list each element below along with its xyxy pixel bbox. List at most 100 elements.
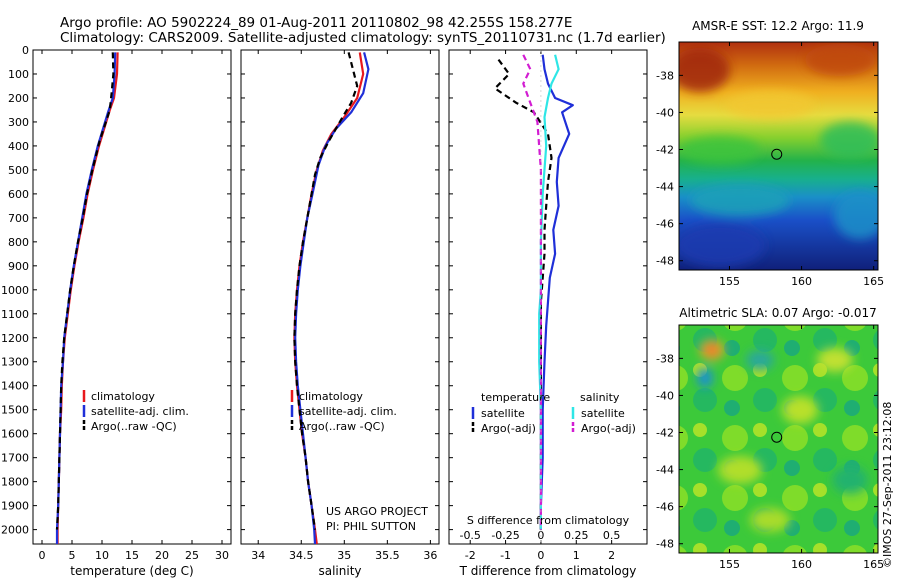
sla-map-title: Altimetric SLA: 0.07 Argo: -0.017 — [679, 306, 876, 320]
altimetric-sla-map-lat-label: -48 — [656, 538, 674, 551]
depth-tick-label: 600 — [8, 188, 29, 201]
amsre-sst-map-lon-label: 160 — [791, 275, 812, 288]
temperature-profile-series-2 — [55, 52, 115, 530]
depth-tick-label: 1300 — [1, 356, 29, 369]
temperature-profile-xtick-label: 20 — [155, 549, 169, 562]
amsre-sst-map-lat-label: -40 — [656, 106, 674, 119]
altimetric-sla-map-lon-label: 165 — [863, 558, 884, 571]
sst-map-image — [679, 42, 878, 270]
project-annotation: US ARGO PROJECT — [326, 505, 428, 518]
salinity-profile-xtick-label: 36 — [423, 549, 437, 562]
depth-tick-label: 1800 — [1, 476, 29, 489]
sla-map-image — [679, 325, 878, 553]
depth-tick-label: 800 — [8, 236, 29, 249]
altimetric-sla-map-lon-label: 155 — [719, 558, 740, 571]
temperature-profile-legend-label: climatology — [91, 390, 155, 403]
altimetric-sla-map-argo-marker — [771, 431, 783, 443]
amsre-sst-map-lat-label: -42 — [656, 144, 674, 157]
diff-secondary-tick-label: 0.25 — [564, 529, 589, 542]
pi-annotation: PI: PHIL SUTTON — [326, 520, 416, 533]
sla-map-frame — [678, 324, 879, 554]
salinity-profile-xtick-label: 35.5 — [375, 549, 400, 562]
altimetric-sla-map-lat-label: -44 — [656, 464, 674, 477]
salinity-profile-series-1 — [294, 52, 370, 545]
depth-tick-label: 1200 — [1, 332, 29, 345]
sst-map-title: AMSR-E SST: 12.2 Argo: 11.9 — [692, 19, 864, 33]
salinity-profile-xtick-label: 34.5 — [289, 549, 314, 562]
temperature-profile-xtick-label: 30 — [215, 549, 229, 562]
temperature-profile-xlabel: temperature (deg C) — [70, 564, 193, 578]
diff-legend-sal-title: salinity — [580, 391, 620, 404]
amsre-sst-map-lat-label: -46 — [656, 218, 674, 231]
difference-profile-series-3 — [522, 54, 542, 530]
depth-tick-label: 1600 — [1, 428, 29, 441]
depth-tick-label: 2000 — [1, 524, 29, 537]
diff-secondary-xlabel: S difference from climatology — [467, 514, 630, 527]
salinity-profile-xtick-label: 34 — [251, 549, 265, 562]
amsre-sst-map-lon-label: 155 — [719, 275, 740, 288]
salinity-profile-xtick-label: 35 — [337, 549, 351, 562]
depth-tick-label: 1900 — [1, 500, 29, 513]
difference-profile-xtick-label: 0 — [537, 549, 544, 562]
depth-tick-label: 100 — [8, 68, 29, 81]
amsre-sst-map-argo-marker — [771, 148, 783, 160]
depth-tick-label: 1100 — [1, 308, 29, 321]
salinity-profile-frame — [240, 49, 440, 545]
sla-map-panel: Altimetric SLA: 0.07 Argo: -0.017 155 160… — [656, 306, 884, 571]
diff-legend-sal-label: satellite — [581, 407, 625, 420]
depth-tick-label: 500 — [8, 164, 29, 177]
difference-profile-series-0 — [539, 54, 574, 530]
depth-tick-label: 0 — [22, 44, 29, 57]
salinity-profile-series-2 — [293, 52, 359, 530]
depth-tick-label: 1700 — [1, 452, 29, 465]
diff-secondary-tick-label: -0.25 — [491, 529, 519, 542]
salinity-profile-legend-label: satellite-adj. clim. — [299, 405, 397, 418]
difference-profile-xtick-label: 1 — [573, 549, 580, 562]
altimetric-sla-map-lat-label: -38 — [656, 352, 674, 365]
salinity-panel: 34 34.5 35 35.5 36 salinity climatology satelli… — [240, 49, 440, 578]
depth-tick-label: 300 — [8, 116, 29, 129]
diff-secondary-tick-label: -0.5 — [459, 529, 480, 542]
temperature-profile-legend-label: Argo(..raw -QC) — [91, 420, 177, 433]
amsre-sst-map-lat-label: -44 — [656, 181, 674, 194]
temperature-profile-xtick-label: 15 — [125, 549, 139, 562]
salinity-profile-legend-label: climatology — [299, 390, 363, 403]
depth-tick-label: 400 — [8, 140, 29, 153]
depth-tick-label: 1400 — [1, 380, 29, 393]
figure-title-line1: Argo profile: AO 5902224_89 01-Aug-2011 … — [60, 15, 572, 31]
altimetric-sla-map-lat-label: -42 — [656, 427, 674, 440]
temperature-profile-xtick-label: 0 — [39, 549, 46, 562]
sst-map-frame — [678, 41, 879, 271]
amsre-sst-map-lat-label: -48 — [656, 255, 674, 268]
difference-profile-xtick-label: 2 — [608, 549, 615, 562]
depth-tick-label: 900 — [8, 260, 29, 273]
temperature-panel: 0 5 10 15 20 25 30 temperature (deg C) 0 100 200 30… — [1, 44, 232, 578]
difference-profile-xtick-label: -1 — [500, 549, 511, 562]
diff-legend-temp-label: satellite — [481, 407, 525, 420]
amsre-sst-map-lat-label: -38 — [656, 69, 674, 82]
altimetric-sla-map-lat-label: -46 — [656, 501, 674, 514]
temperature-profile-legend-label: satellite-adj. clim. — [91, 405, 189, 418]
figure-title-line2: Climatology: CARS2009. Satellite-adjuste… — [60, 30, 666, 46]
credit-text: ©IMOS 27-Sep-2011 23:12:08 — [881, 402, 894, 568]
altimetric-sla-map-lon-label: 160 — [791, 558, 812, 571]
temperature-profile-xtick-label: 25 — [185, 549, 199, 562]
salinity-profile-legend-label: Argo(..raw -QC) — [299, 420, 385, 433]
temperature-profile-xtick-label: 10 — [95, 549, 109, 562]
difference-panel: -2 -1 0 1 2 T difference from climatology temp… — [448, 49, 648, 578]
amsre-sst-map-lon-label: 165 — [863, 275, 884, 288]
diff-secondary-tick-label: 0.5 — [603, 529, 621, 542]
sst-map-panel: AMSR-E SST: 12.2 Argo: 11.9 155 160 165 -38… — [656, 19, 884, 288]
depth-tick-label: 1500 — [1, 404, 29, 417]
salinity-profile-xlabel: salinity — [318, 564, 361, 578]
depth-tick-label: 200 — [8, 92, 29, 105]
difference-profile-xlabel: T difference from climatology — [459, 564, 637, 578]
diff-legend-sal-label: Argo(-adj) — [581, 422, 636, 435]
diff-legend-temp-label: Argo(-adj) — [481, 422, 536, 435]
difference-profile-xtick-label: -2 — [465, 549, 476, 562]
diff-legend-temp-title: temperature — [481, 391, 550, 404]
temperature-profile-xtick-label: 5 — [69, 549, 76, 562]
depth-tick-label: 700 — [8, 212, 29, 225]
temperature-profile-frame — [32, 49, 232, 545]
